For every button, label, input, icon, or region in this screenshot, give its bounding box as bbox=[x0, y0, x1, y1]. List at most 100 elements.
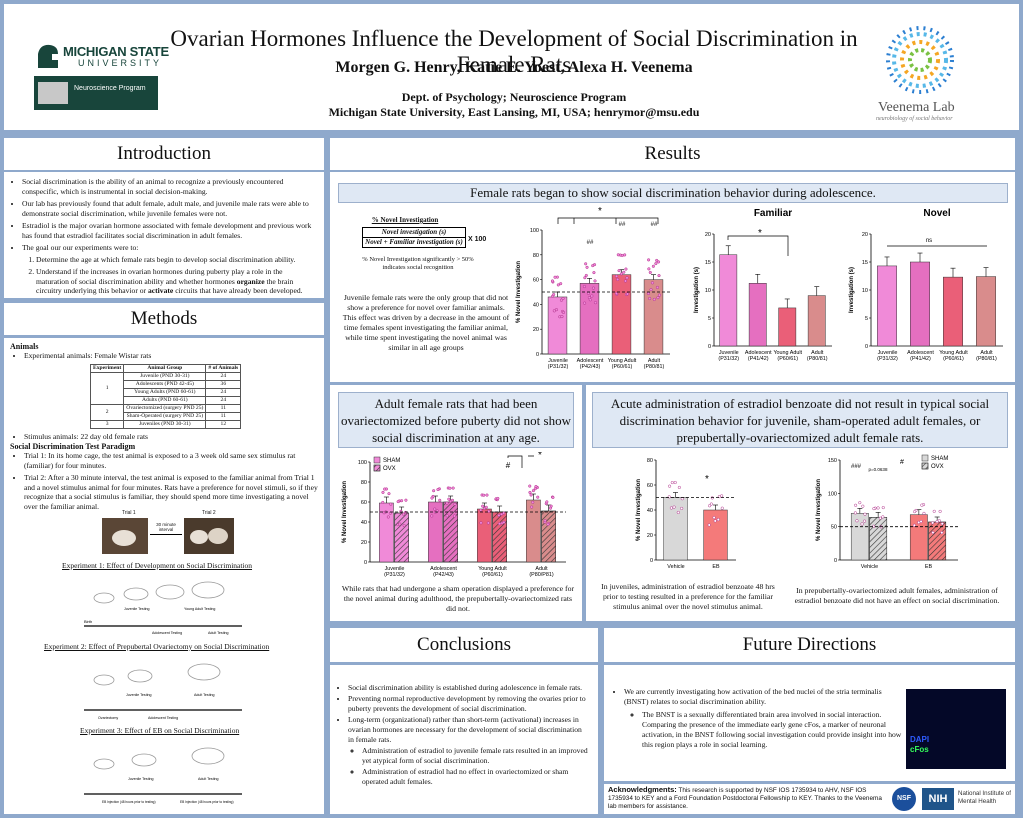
data-point bbox=[552, 292, 556, 297]
y-tick-label: 60 bbox=[647, 483, 653, 489]
data-point bbox=[448, 486, 452, 490]
y-tick-label: 100 bbox=[530, 228, 539, 234]
data-point bbox=[530, 505, 534, 509]
data-point bbox=[486, 521, 490, 525]
y-tick-label: 20 bbox=[647, 533, 653, 539]
lab-logo-tag: neurobiology of social behavior bbox=[876, 116, 953, 122]
data-point bbox=[625, 292, 630, 296]
data-point bbox=[932, 509, 936, 513]
data-point bbox=[861, 504, 865, 508]
data-point bbox=[545, 500, 549, 504]
data-point bbox=[381, 490, 385, 494]
x-tick-sublabel: (P60/61) bbox=[612, 364, 633, 370]
significance-label: # bbox=[506, 461, 511, 470]
legend-label: OVX bbox=[383, 466, 396, 472]
fig3b-ovx-eb-chart: 0 50 100 150 % Novel Investigation Vehicle EB S… bbox=[816, 454, 958, 570]
introduction-panel: Social discrimination is the ability of … bbox=[4, 172, 324, 298]
data-point bbox=[863, 512, 867, 516]
x-tick-label: Juvenile bbox=[878, 350, 898, 356]
y-tick-label: 10 bbox=[862, 288, 868, 294]
formula-multiplier: X 100 bbox=[468, 236, 487, 243]
intro-goal-2: Understand if the increases in ovarian h… bbox=[36, 267, 316, 296]
data-point bbox=[931, 531, 935, 535]
neuroscience-logo-text: Neuroscience Program bbox=[74, 85, 146, 92]
data-point bbox=[497, 513, 501, 517]
x-tick-label: Vehicle bbox=[861, 564, 878, 570]
poster-affiliation: Dept. of Psychology; Neuroscience Progra… bbox=[154, 90, 874, 120]
y-tick-label: 40 bbox=[361, 520, 367, 526]
y-tick-label: 0 bbox=[865, 344, 868, 350]
results-caption-1: Juvenile female rats were the only group… bbox=[342, 293, 510, 352]
data-point bbox=[680, 506, 684, 510]
data-point bbox=[551, 495, 555, 499]
conclusion-3: Long-term (organizational) rather than s… bbox=[348, 715, 588, 745]
conclusion-5: Administration of estradiol had no effec… bbox=[362, 767, 588, 787]
data-point bbox=[583, 276, 587, 280]
data-point bbox=[381, 500, 385, 504]
data-point bbox=[528, 484, 532, 488]
x-tick-label: Young Adult bbox=[773, 350, 802, 356]
significance-label: ## bbox=[651, 222, 658, 228]
data-point bbox=[615, 274, 619, 278]
data-point bbox=[878, 516, 882, 520]
x-tick-label: Young Adult bbox=[939, 350, 968, 356]
data-point bbox=[548, 506, 553, 510]
significance-label: * bbox=[598, 206, 602, 217]
data-point bbox=[593, 301, 598, 305]
table-row: 1 Juvenile (PND 30-31) 24 bbox=[89, 371, 242, 405]
data-point bbox=[387, 492, 391, 496]
lab-logo-text: Veenema Lab bbox=[878, 100, 955, 115]
x-tick-label: Adult bbox=[811, 350, 824, 356]
table-cell: Adults (PND 60-61) bbox=[123, 395, 207, 405]
trial-1-label: Trial 1 bbox=[122, 510, 136, 516]
data-point bbox=[912, 523, 916, 527]
data-point bbox=[652, 297, 656, 301]
future-directions-heading: Future Directions bbox=[604, 628, 1015, 662]
data-point bbox=[625, 276, 629, 280]
x-tick-sublabel: (P31/32) bbox=[718, 356, 739, 362]
data-point bbox=[591, 286, 596, 290]
legend-label: SHAM bbox=[931, 456, 948, 462]
y-tick-label: 60 bbox=[361, 500, 367, 506]
data-point bbox=[670, 481, 674, 485]
trial-2-description: Trial 2: After a 30 minute interval, the… bbox=[24, 473, 318, 511]
y-axis-label: Investigation (s) bbox=[849, 267, 855, 313]
nih-logo: NIH bbox=[922, 788, 954, 810]
interval-label: 30 minute interval bbox=[156, 522, 176, 532]
y-axis-label: Investigation (s) bbox=[694, 267, 700, 313]
data-point bbox=[646, 291, 651, 296]
data-point bbox=[872, 507, 876, 511]
timeline-label: Juvenile Testing bbox=[126, 693, 152, 697]
bar bbox=[579, 283, 600, 355]
chart-title: Novel bbox=[923, 208, 950, 219]
results-heading: Results bbox=[330, 138, 1015, 170]
experiment-1-timeline: Birth Juvenile Testing Young Adult Testi… bbox=[84, 581, 242, 635]
bar bbox=[976, 276, 996, 347]
intro-bullet-3: Estradiol is the major ovarian hormone a… bbox=[22, 221, 316, 240]
fig1a-novel-investigation-chart: 0 20 40 60 80 100 % Novel Investigation Juvenil… bbox=[516, 206, 670, 370]
data-point bbox=[707, 523, 711, 527]
table-cell: 3 bbox=[89, 419, 125, 429]
intro-bullet-1: Social discrimination is the ability of … bbox=[22, 177, 316, 196]
bar-hatch bbox=[928, 521, 947, 561]
table-cell: 24 bbox=[205, 387, 242, 397]
timeline-label: Adolescent Testing bbox=[152, 631, 182, 635]
legend-swatch bbox=[373, 456, 381, 464]
timeline-label: Adolescent Testing bbox=[148, 716, 178, 720]
table-cell: 11 bbox=[205, 403, 242, 413]
bar-hatch bbox=[541, 510, 556, 563]
trial-2-photo bbox=[184, 518, 234, 554]
x-tick-sublabel: (P80/81) bbox=[644, 364, 665, 370]
table-cell: Adolescents (PND 42-45) bbox=[123, 379, 207, 389]
data-point bbox=[669, 506, 673, 510]
paradigm-heading: Social Discrimination Test Paradigm bbox=[10, 442, 136, 451]
x-tick-sublabel: (P42/43) bbox=[580, 364, 601, 370]
y-axis-label: % Novel Investigation bbox=[516, 261, 522, 323]
data-point bbox=[647, 267, 651, 271]
results-caption-2: While rats that had undergone a sham ope… bbox=[341, 584, 575, 613]
introduction-heading: Introduction bbox=[4, 138, 324, 170]
bar-hatch bbox=[443, 501, 458, 563]
results-caption-3a: In juveniles, administration of estradio… bbox=[601, 582, 775, 611]
y-tick-label: 100 bbox=[358, 460, 367, 466]
data-point bbox=[543, 519, 547, 523]
